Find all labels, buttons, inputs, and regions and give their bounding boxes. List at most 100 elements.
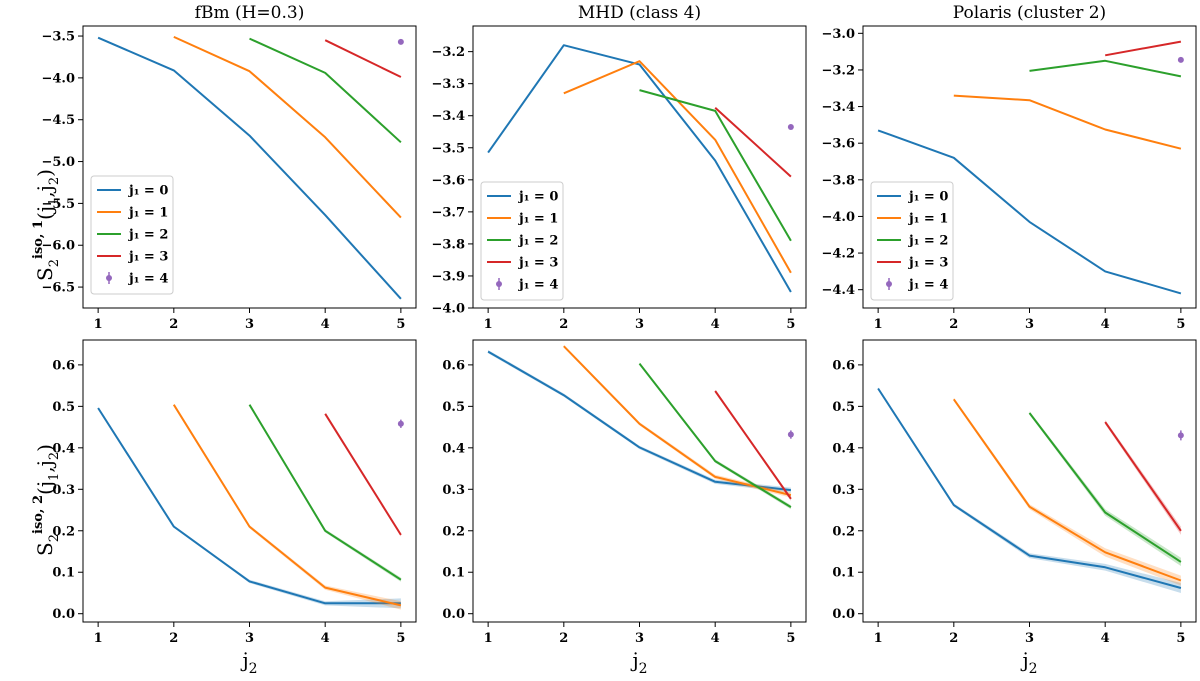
line-j1-1 (952, 398, 1182, 582)
line-j1-3 (714, 390, 792, 500)
x-tick-label: 3 (1025, 317, 1034, 332)
y-axis-label-row1: S2iso, 1(j1,j2) (31, 169, 62, 281)
y-tick-label: −4.4 (821, 283, 855, 298)
y-tick-label: 0.1 (52, 566, 75, 581)
legend-label: j₁ = 4 (908, 278, 948, 293)
legend-frame (90, 175, 174, 295)
line-j1-2 (249, 37, 402, 144)
x-tick-label: 2 (559, 317, 568, 332)
y-tick-label: 0.2 (52, 524, 75, 539)
y-tick-label: −3.5 (41, 30, 75, 45)
y-tick-label: −4.0 (41, 71, 75, 86)
x-tick-label: 2 (169, 631, 178, 646)
x-tick-label: 5 (396, 631, 405, 646)
y-tick-label: 0.6 (832, 358, 855, 373)
legend-label: j₁ = 1 (518, 212, 558, 227)
line-j1-1 (172, 404, 402, 607)
y-tick-label: −3.5 (431, 141, 465, 156)
legend-marker (496, 281, 502, 287)
y-tick-label: 0.3 (442, 483, 465, 498)
legend-label: j₁ = 1 (128, 206, 168, 221)
line-j1-0 (487, 350, 792, 492)
line-j1-0 (97, 407, 401, 605)
x-tick-label: 5 (396, 317, 405, 332)
y-tick-label: −3.6 (431, 173, 465, 188)
line-j1-3 (1105, 40, 1182, 57)
line-j1-3 (714, 106, 792, 178)
y-tick-label: −3.2 (431, 45, 465, 60)
legend: j₁ = 0 j₁ = 1 j₁ = 2 j₁ = 3 j₁ = 4 (870, 181, 954, 301)
band-j1-2 (1029, 411, 1181, 566)
x-tick-label: 2 (169, 317, 178, 332)
legend-label: j₁ = 2 (128, 228, 168, 243)
line-j1-2 (1028, 412, 1182, 563)
line-j1-1 (953, 94, 1182, 150)
x-axis-label-col2: j2 (630, 648, 647, 677)
legend-marker (106, 275, 112, 281)
legend-label: j₁ = 1 (908, 212, 948, 227)
legend-label: j₁ = 0 (128, 184, 168, 199)
y-tick-label: −3.2 (821, 63, 855, 78)
y-tick-label: −3.8 (431, 237, 465, 252)
legend-frame (870, 181, 954, 301)
line-j1-3 (1104, 421, 1182, 532)
line-j1-1 (563, 345, 792, 497)
line-j1-0 (487, 44, 792, 293)
line-j1-2 (638, 362, 792, 508)
y-tick-label: 0.3 (52, 483, 75, 498)
y-tick-label: −3.8 (821, 173, 855, 188)
legend-label: j₁ = 3 (518, 256, 558, 271)
y-tick-label: 0.6 (52, 358, 75, 373)
x-tick-label: 4 (321, 317, 330, 332)
x-tick-label: 3 (635, 317, 644, 332)
point-j1-4 (1177, 56, 1184, 63)
y-tick-label: 0.2 (442, 524, 465, 539)
y-tick-label: −6.5 (41, 281, 75, 296)
x-tick-label: 3 (635, 631, 644, 646)
y-tick-label: −3.0 (821, 27, 855, 42)
y-tick-label: −3.3 (431, 77, 465, 92)
y-tick-label: 0.2 (832, 524, 855, 539)
y-tick-label: −4.5 (41, 113, 75, 128)
x-tick-label: 1 (874, 317, 883, 332)
legend: j₁ = 0 j₁ = 1 j₁ = 2 j₁ = 3 j₁ = 4 (90, 175, 174, 295)
line-j1-2 (248, 404, 402, 581)
point-j1-4 (787, 123, 794, 130)
y-tick-label: 0.0 (52, 607, 75, 622)
y-tick-label: 0.5 (832, 400, 855, 415)
x-axis-label-col3: j2 (1020, 648, 1037, 677)
y-tick-label: 0.5 (442, 400, 465, 415)
x-tick-label: 1 (94, 317, 103, 332)
x-tick-label: 4 (1101, 317, 1110, 332)
line-j1-2 (639, 89, 792, 242)
y-tick-label: −4.2 (821, 247, 855, 262)
panel-6: 1 2 3 4 5 0.0 0.1 0.2 0.3 0.4 0.5 0.6 (832, 339, 1197, 646)
legend-label: j₁ = 0 (518, 190, 558, 205)
line-j1-1 (173, 35, 402, 219)
x-tick-label: 2 (949, 317, 958, 332)
y-tick-label: −3.4 (821, 100, 855, 115)
panel-5: 1 2 3 4 5 0.0 0.1 0.2 0.3 0.4 0.5 0.6 (442, 339, 807, 646)
point-j1-4 (397, 420, 404, 427)
x-tick-label: 5 (786, 631, 795, 646)
x-tick-label: 5 (786, 317, 795, 332)
y-tick-label: −6.0 (41, 239, 75, 254)
y-tick-label: −3.4 (431, 109, 465, 124)
x-tick-label: 3 (245, 317, 254, 332)
y-tick-label: 0.0 (832, 607, 855, 622)
x-tick-label: 1 (484, 631, 493, 646)
y-tick-label: −5.5 (41, 197, 75, 212)
point-j1-4 (397, 38, 404, 45)
point-j1-4 (787, 431, 794, 438)
legend-label: j₁ = 2 (518, 234, 558, 249)
y-axis-label-row2: S2iso, 2(j1,j2) (31, 444, 62, 556)
y-tick-label: −3.9 (431, 269, 465, 284)
legend-label: j₁ = 3 (128, 250, 168, 265)
x-tick-label: 4 (711, 317, 720, 332)
y-tick-label: −3.6 (821, 137, 855, 152)
line-j1-0 (97, 36, 402, 300)
panel-1: fBm (H=0.3) 1 2 3 4 5 −3.5 −4.0 −4.5 −5.0 −5.5 −6.0… (41, 3, 417, 332)
panel-title: fBm (H=0.3) (195, 3, 305, 23)
legend-label: j₁ = 3 (908, 256, 948, 271)
y-tick-label: 0.3 (832, 483, 855, 498)
